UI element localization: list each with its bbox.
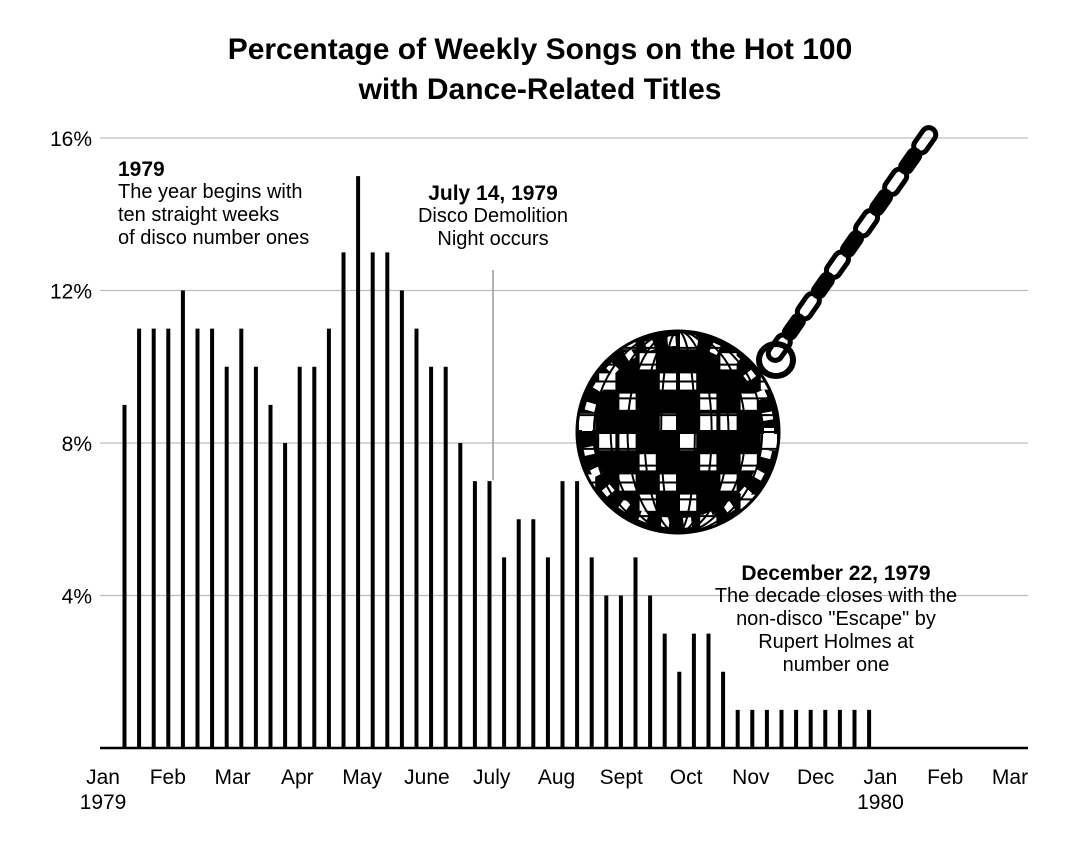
x-tick-label-1: Feb [150,766,186,789]
bar-week-33 [589,557,594,748]
bar-week-20 [399,290,404,748]
bar-week-45 [764,709,769,748]
bar-week-51 [852,709,857,748]
x-tick-label-7: Aug [538,766,575,789]
x-tick-label-0: Jan [86,766,120,789]
x-tick-label-4: May [342,766,382,789]
bar-week-16 [341,252,346,748]
bar-week-8 [224,366,229,748]
x-tick-year-12: 1980 [857,791,904,814]
bar-week-28 [516,519,521,748]
annotation-decade-close-heading: December 22, 1979 [741,562,931,585]
annotation-decade-close-line-4: number one [782,654,890,676]
annotation-year-start-line-1: The year begins with [118,181,303,203]
x-tick-label-14: Mar [992,766,1028,789]
x-tick-label-13: Feb [927,766,963,789]
bar-week-34 [604,595,609,748]
bar-week-13 [297,366,302,748]
bar-week-23 [443,366,448,748]
bar-week-12 [283,443,288,748]
annotation-year-start-heading: 1979 [118,158,165,181]
disco-ball-wrecking-ball-icon [575,125,939,535]
bar-week-47 [794,709,799,748]
bar-week-26 [487,481,492,748]
x-tick-label-10: Nov [732,766,770,789]
bar-week-2 [137,328,142,748]
bar-week-46 [779,709,784,748]
annotation-decade-close-line-2: non-disco "Escape" by [736,608,936,630]
y-tick-label-0: 16% [50,128,92,151]
y-tick-label-2: 8% [62,433,92,456]
bar-week-1 [122,404,127,748]
bar-week-32 [575,481,580,748]
bar-week-21 [414,328,419,748]
annotation-disco-demolition-line-2: Night occurs [437,228,549,250]
bar-week-50 [837,709,842,748]
annotation-year-start: 1979 The year begins with ten straight w… [118,158,309,250]
bars [122,176,872,748]
bar-week-52 [867,709,872,748]
chain-icon [756,125,939,379]
bar-week-44 [750,709,755,748]
annotation-decade-close-line-3: Rupert Holmes at [758,631,914,653]
bar-week-43 [735,709,740,748]
bar-week-24 [458,443,463,748]
bar-week-41 [706,633,711,748]
x-tick-year-0: 1979 [80,791,127,814]
chart-title-line-2: with Dance-Related Titles [358,73,722,106]
x-tick-label-6: July [473,766,511,789]
bar-week-17 [356,176,361,748]
bar-week-22 [429,366,434,748]
x-tick-label-3: Apr [281,766,314,789]
bar-week-36 [633,557,638,748]
bar-week-27 [502,557,507,748]
bar-week-7 [210,328,215,748]
bar-week-49 [823,709,828,748]
y-tick-label-3: 4% [62,586,92,609]
y-axis-ticks: 16% 12% 8% 4% [50,128,92,609]
annotation-year-start-line-2: ten straight weeks [118,204,280,226]
x-tick-label-5: June [404,766,450,789]
chart-title-line-1: Percentage of Weekly Songs on the Hot 10… [227,33,853,66]
annotation-disco-demolition-line-1: Disco Demolition [417,205,569,227]
annotation-disco-demolition-heading: July 14, 1979 [428,182,558,205]
bar-week-39 [677,671,682,748]
bar-week-18 [370,252,375,748]
bar-week-4 [166,328,171,748]
bar-week-40 [691,633,696,748]
bar-week-11 [268,404,273,748]
bar-week-38 [662,633,667,748]
bar-week-25 [472,481,477,748]
bar-week-29 [531,519,536,748]
bar-week-19 [385,252,390,748]
bar-week-14 [312,366,317,748]
x-tick-label-2: Mar [214,766,250,789]
bar-week-3 [151,328,156,748]
annotation-disco-demolition: July 14, 1979 Disco Demolition Night occ… [393,182,593,251]
bar-week-15 [326,328,331,748]
bar-week-42 [721,671,726,748]
annotation-year-start-line-3: of disco number ones [118,227,310,249]
bar-week-6 [195,328,200,748]
annotation-decade-close-line-1: The decade closes with the [714,585,958,607]
bar-week-9 [239,328,244,748]
y-tick-label-1: 12% [50,281,92,304]
x-tick-label-9: Oct [670,766,703,789]
bar-week-30 [545,557,550,748]
x-tick-label-12: Jan [863,766,897,789]
annotation-decade-close: December 22, 1979 The decade closes with… [686,562,986,677]
bar-week-5 [180,290,185,748]
x-tick-label-8: Sept [600,766,643,789]
bar-week-10 [253,366,258,748]
bar-week-35 [618,595,623,748]
bar-week-37 [648,595,653,748]
bar-week-31 [560,481,565,748]
bar-week-48 [808,709,813,748]
x-tick-label-11: Dec [797,766,834,789]
chart-title: Percentage of Weekly Songs on the Hot 10… [0,30,1080,110]
